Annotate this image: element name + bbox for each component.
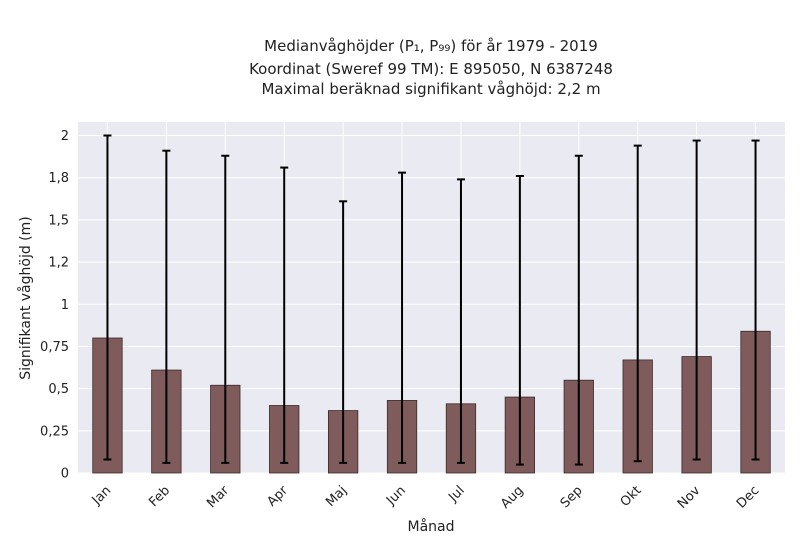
x-tick-label: Jun [383, 483, 409, 509]
y-tick-label: 1,2 [48, 256, 69, 271]
y-tick-label: 1 [61, 298, 69, 313]
y-tick-labels: 0 0,25 0,5 0,75 1 1,2 1,5 1,8 2 [40, 129, 69, 482]
y-tick-label: 2 [61, 129, 69, 144]
y-tick-label: 0 [61, 467, 69, 482]
plot-area [78, 122, 785, 473]
x-tick-label: Dec [734, 483, 762, 511]
x-tick-labels: Jan Feb Mar Apr Maj Jun Jul Aug Sep Okt Nov Dec [89, 483, 763, 512]
x-tick-label: Jul [445, 483, 467, 505]
x-tick-label: Mar [204, 483, 232, 511]
y-tick-label: 0,75 [40, 340, 69, 355]
x-tick-label: Maj [323, 483, 350, 510]
x-tick-label: Apr [265, 483, 292, 510]
y-tick-label: 0,25 [40, 424, 69, 439]
x-axis-label: Månad [408, 518, 455, 535]
chart-title-line-1: Medianvåghöjder (P₁, P₉₉) för år 1979 - … [264, 37, 598, 55]
y-tick-label: 0,5 [48, 382, 69, 397]
x-tick-label: Sep [558, 483, 586, 511]
x-tick-label: Feb [146, 483, 173, 510]
x-tick-label: Aug [498, 483, 527, 512]
x-tick-label: Nov [675, 483, 704, 512]
chart-title: Medianvåghöjder (P₁, P₉₉) för år 1979 - … [249, 37, 613, 98]
y-axis-label: Signifikant våghöjd (m) [17, 216, 34, 379]
x-tick-label: Jan [89, 483, 114, 508]
chart-title-line-3: Maximal beräknad signifikant våghöjd: 2,… [261, 80, 600, 98]
y-tick-label: 1,5 [48, 213, 69, 228]
y-tick-label: 1,8 [48, 171, 69, 186]
errorbar-layer [103, 134, 760, 466]
chart-title-line-2: Koordinat (Sweref 99 TM): E 895050, N 63… [249, 60, 613, 78]
x-tick-label: Okt [618, 483, 645, 510]
